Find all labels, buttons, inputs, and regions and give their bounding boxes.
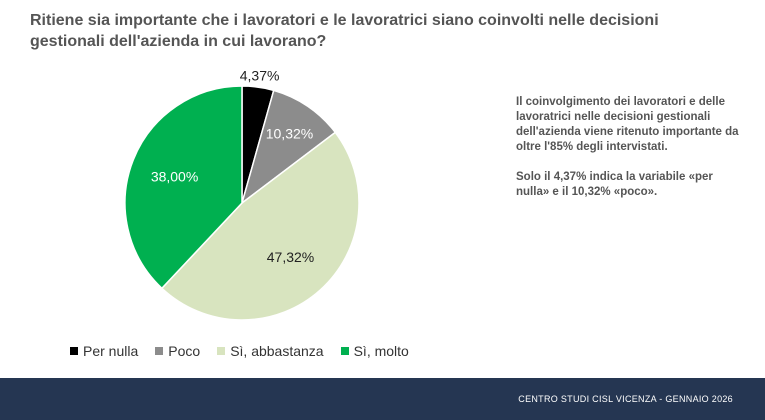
data-label-si-molto: 38,00% [151,168,198,184]
footer-text: CENTRO STUDI CISL VICENZA - GENNAIO 2026 [518,394,733,404]
legend-swatch [340,347,349,355]
data-label-si-abbastanza: 47,32% [267,249,314,265]
legend-item-poco: Poco [155,343,200,359]
legend-label: Per nulla [83,343,139,359]
data-label-poco: 10,32% [266,125,313,141]
commentary-paragraph-1: Il coinvolgimento dei lavoratori e delle… [516,96,739,153]
commentary-paragraph-2: Solo il 4,37% indica la variabile «per n… [516,171,713,198]
legend-label: Sì, molto [353,343,409,359]
footer-bar: CENTRO STUDI CISL VICENZA - GENNAIO 2026 [0,378,765,420]
commentary-panel: Il coinvolgimento dei lavoratori e delle… [516,95,748,215]
legend-swatch [217,347,226,355]
legend-item-per-nulla: Per nulla [70,343,138,359]
legend-item-si-molto: Sì, molto [340,343,409,359]
pie-chart: 4,37% 10,32% 47,32% 38,00% [124,68,360,321]
chart-legend: Per nulla Poco Sì, abbastanza Sì, molto [70,343,409,359]
legend-label: Sì, abbastanza [230,343,324,359]
legend-swatch [70,347,78,355]
pie-slice-poco [240,89,337,205]
legend-swatch [155,347,164,355]
pie-slice-si-molto [124,85,243,290]
chart-title: Ritiene sia importante che i lavoratori … [30,12,659,50]
pie-slice-si-abbastanza [160,131,360,321]
legend-item-si-abbastanza: Sì, abbastanza [217,343,324,359]
data-label-per-nulla: 4,37% [240,68,280,84]
legend-label: Poco [168,343,201,359]
